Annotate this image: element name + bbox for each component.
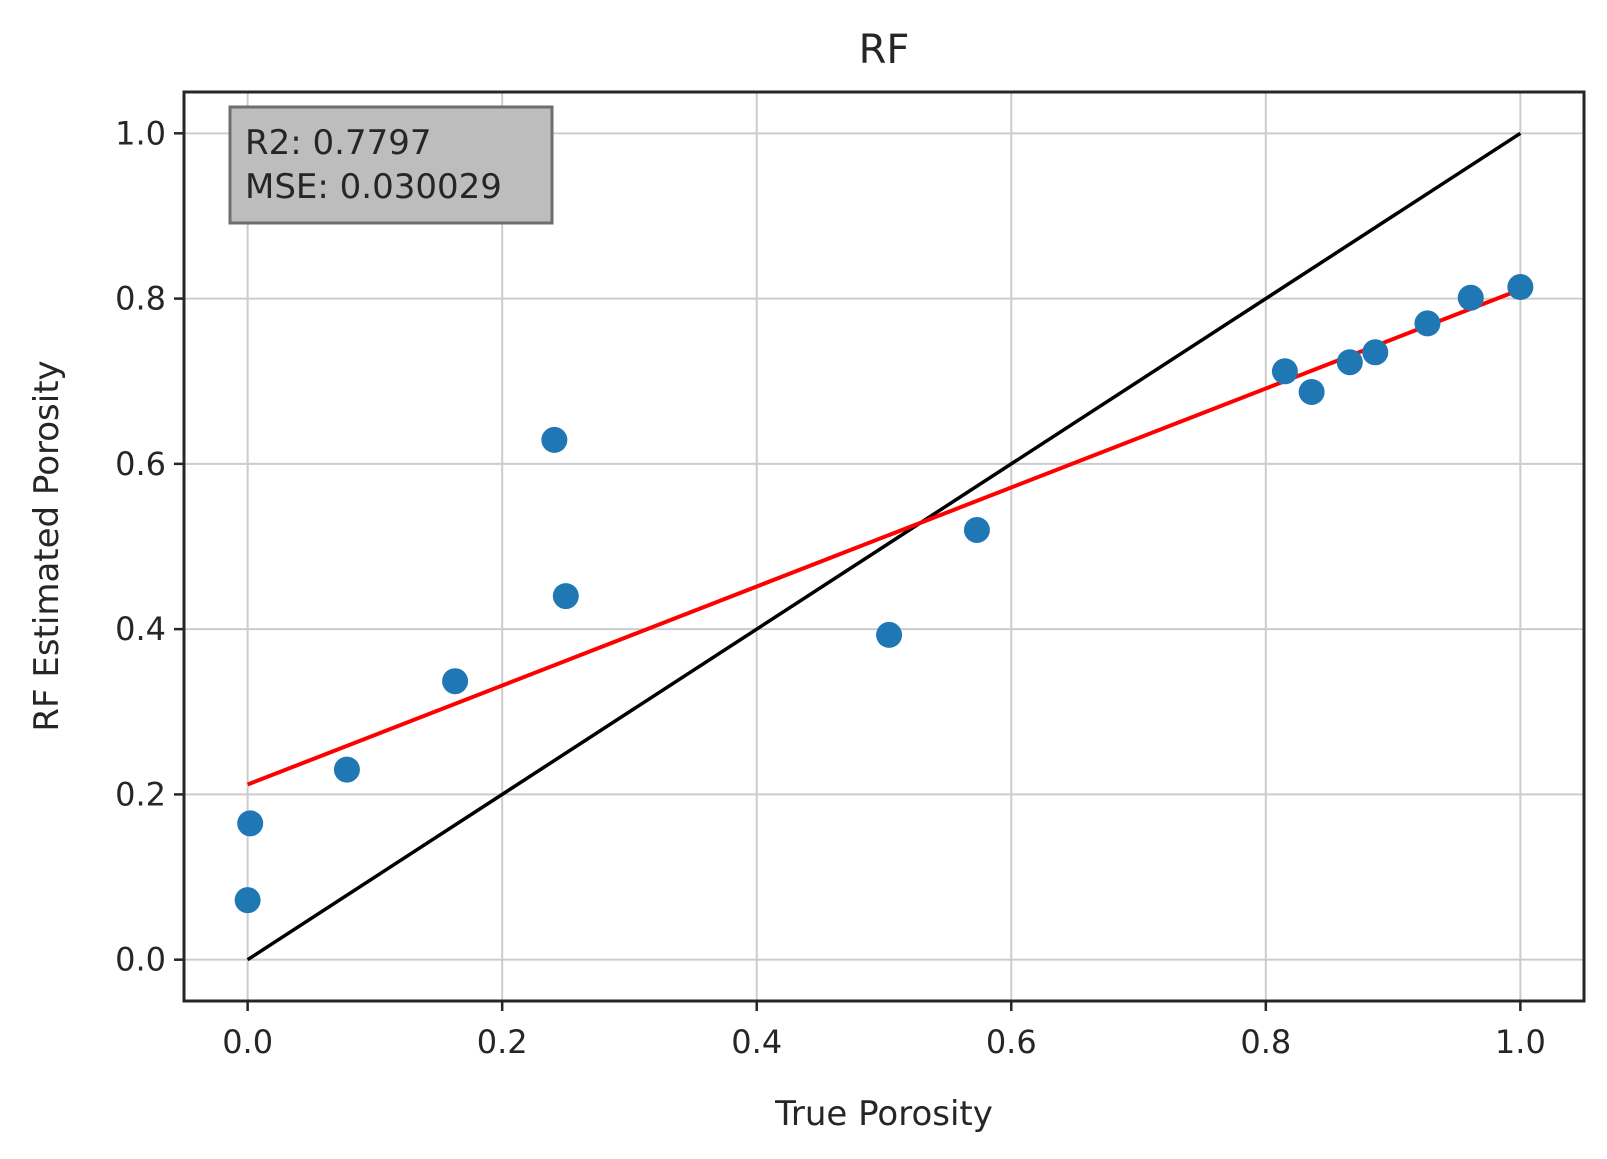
annotation-mse: MSE: 0.030029 (245, 167, 502, 207)
scatter-point (442, 668, 469, 695)
scatter-point (1507, 274, 1534, 301)
y-tick-label: 1.0 (115, 114, 166, 152)
scatter-point (552, 583, 579, 610)
x-tick-label: 0.2 (477, 1023, 528, 1061)
annotation-r2: R2: 0.7797 (245, 123, 432, 163)
scatter-point (541, 426, 568, 453)
scatter-point (963, 516, 990, 543)
y-tick-label: 0.2 (115, 775, 166, 813)
x-tick-label: 0.4 (731, 1023, 782, 1061)
chart-title: RF (859, 27, 910, 73)
y-tick-label: 0.4 (115, 610, 166, 648)
scatter-point (1336, 349, 1363, 376)
scatter-point (876, 621, 903, 648)
scatter-point (234, 887, 261, 914)
identity-line (246, 131, 1522, 962)
scatter-point (333, 756, 360, 783)
x-axis-ticks: 0.0 0.2 0.4 0.6 0.8 1.0 (222, 1001, 1546, 1061)
x-tick-label: 0.6 (986, 1023, 1037, 1061)
y-tick-label: 0.8 (115, 280, 166, 318)
scatter-point (1271, 358, 1298, 385)
y-axis-ticks: 0.0 0.2 0.4 0.6 0.8 1.0 (115, 114, 184, 979)
scatter-point (1457, 284, 1484, 311)
y-axis-label: RF Estimated Porosity (27, 360, 67, 731)
scatter-points (234, 274, 1534, 914)
y-tick-label: 0.6 (115, 445, 166, 483)
scatter-point (1298, 378, 1325, 405)
x-axis-label: True Porosity (774, 1094, 993, 1134)
scatter-point (1414, 310, 1441, 337)
x-tick-label: 0.8 (1240, 1023, 1291, 1061)
metrics-annotation: R2: 0.7797 MSE: 0.030029 (228, 105, 554, 225)
plot-frame (182, 90, 1586, 1003)
y-tick-label: 0.0 (115, 941, 166, 979)
x-tick-label: 1.0 (1495, 1023, 1546, 1061)
scatter-point (1362, 339, 1389, 366)
x-tick-label: 0.0 (222, 1023, 273, 1061)
scatter-point (237, 810, 264, 837)
lines-layer (246, 131, 1522, 962)
fit-line (246, 287, 1522, 787)
annotation-box (228, 105, 554, 225)
